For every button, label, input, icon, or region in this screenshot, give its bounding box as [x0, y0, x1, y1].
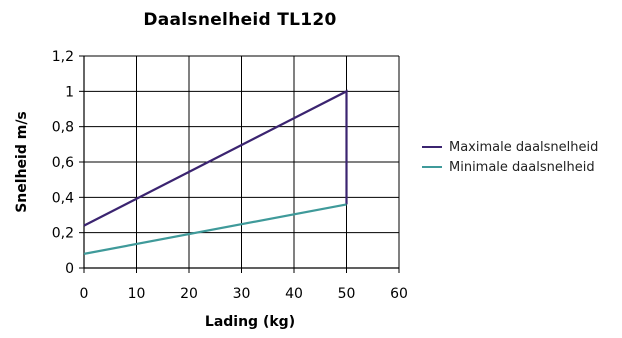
legend: Maximale daalsnelheid Minimale daalsnelh… [422, 137, 622, 177]
x-tick-label: 0 [80, 286, 89, 302]
y-tick-label: 1,2 [52, 49, 74, 65]
y-tick-label: 0,4 [52, 190, 74, 206]
x-tick-label: 30 [233, 286, 251, 302]
x-tick-label: 40 [285, 286, 303, 302]
legend-label-min: Minimale daalsnelheid [449, 159, 595, 175]
tick-labels: 0 0,2 0,4 0,6 0,8 1 1,2 0 10 20 30 40 50 60 [52, 49, 408, 302]
y-tick-label: 0 [65, 261, 74, 277]
y-axis-label: Snelheid m/s [14, 111, 30, 213]
legend-item-max: Maximale daalsnelheid [422, 137, 622, 157]
x-tick-label: 60 [390, 286, 408, 302]
y-tick-label: 0,2 [52, 226, 74, 242]
series-line-max [83, 89, 348, 227]
x-tick-label: 50 [338, 286, 356, 302]
series-line-min [83, 203, 347, 255]
y-tick-label: 0,6 [52, 155, 74, 171]
x-tick-label: 10 [128, 286, 146, 302]
legend-swatch-min [422, 166, 442, 168]
series-lines [83, 89, 348, 255]
x-tick-label: 20 [180, 286, 198, 302]
chart-title: Daalsnelheid TL120 [143, 10, 337, 30]
legend-label-max: Maximale daalsnelheid [449, 139, 599, 155]
y-tick-label: 0,8 [52, 120, 74, 136]
x-axis-label: Lading (kg) [204, 314, 296, 330]
axes [79, 55, 400, 273]
legend-swatch-max [422, 146, 442, 148]
legend-item-min: Minimale daalsnelheid [422, 157, 622, 177]
grid [84, 55, 400, 268]
y-tick-label: 1 [65, 84, 74, 100]
